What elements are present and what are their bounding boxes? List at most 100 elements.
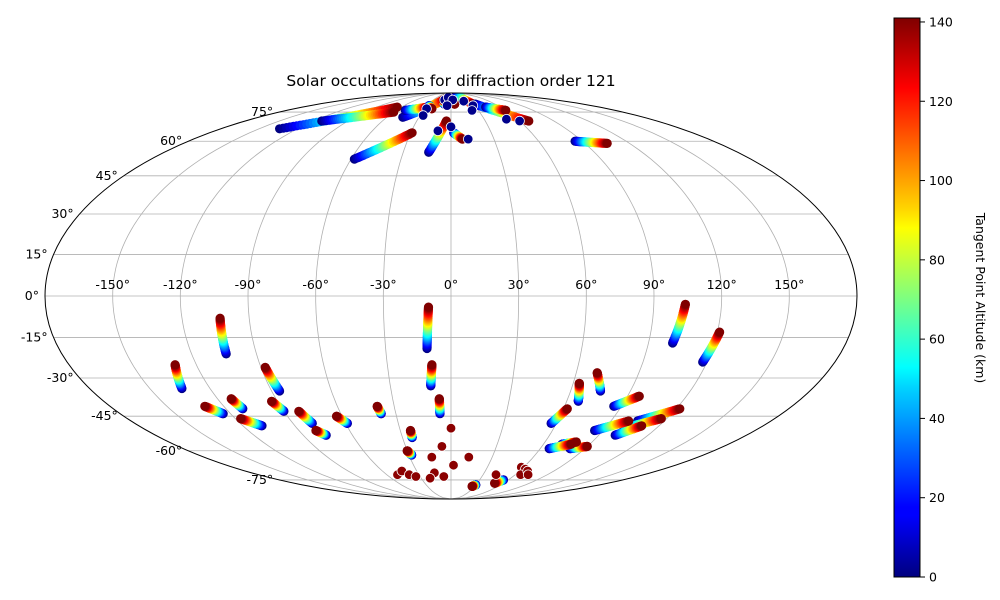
lon-tick-label: 0° — [444, 277, 458, 292]
track-point — [372, 401, 382, 411]
occultation-track — [426, 360, 437, 391]
track-point — [490, 478, 500, 488]
track-point — [656, 414, 666, 424]
lat-tick-label: -45° — [91, 408, 118, 423]
low-altitude-point — [501, 113, 512, 125]
occultation-track — [422, 302, 434, 354]
colorbar-tick-label: 80 — [929, 252, 945, 267]
occultation-track — [570, 136, 612, 148]
lat-tick-label: 0° — [25, 288, 39, 303]
colorbar-tick-label: 0 — [929, 570, 937, 585]
track-point — [311, 425, 321, 436]
occultation-track — [449, 128, 467, 144]
occultation-track — [260, 362, 285, 396]
track-point — [427, 360, 437, 370]
occultation-track — [236, 414, 267, 431]
map-boundary — [44, 92, 858, 500]
occultation-track — [170, 360, 187, 394]
track-point — [423, 302, 434, 312]
track-point — [294, 406, 304, 416]
track-point — [467, 481, 477, 491]
track-point — [624, 416, 634, 426]
track-point — [215, 313, 225, 323]
colorbar-gradient — [893, 17, 921, 578]
colorbar-tick-label: 120 — [929, 94, 953, 109]
track-point — [592, 368, 602, 378]
occultation-track — [546, 404, 572, 428]
occultation-track — [424, 116, 451, 157]
occultation-track — [467, 480, 481, 491]
occultation-track — [200, 401, 228, 419]
colorbar: 0 20 40 60 80 100 120 140 Tangent Point Altitud… — [893, 14, 988, 585]
track-point — [675, 404, 685, 414]
lon-tick-label: -30° — [370, 277, 397, 292]
track-point — [226, 394, 236, 404]
occultation-track — [592, 368, 606, 396]
low-altitude-point — [445, 121, 457, 133]
lon-tick-label: -60° — [302, 277, 329, 292]
low-altitude-point — [441, 100, 453, 111]
occultation-track — [215, 313, 231, 359]
colorbar-tick-label: 100 — [929, 173, 953, 188]
lat-tick-label: 75° — [251, 104, 273, 119]
track-point — [562, 404, 572, 414]
track-point — [637, 421, 647, 431]
occultation-track — [434, 394, 445, 419]
occultation-track — [405, 425, 417, 443]
occultation-track — [698, 327, 725, 367]
track-point — [236, 414, 246, 424]
high-altitude-point — [438, 471, 450, 482]
track-point — [331, 411, 342, 421]
colorbar-tick-label: 20 — [929, 490, 945, 505]
track-point — [715, 327, 725, 337]
occultation-track — [544, 439, 576, 454]
track-point — [260, 362, 270, 372]
high-altitude-point — [445, 423, 457, 434]
occultation-track — [349, 128, 417, 164]
occultation-track — [490, 475, 509, 488]
lon-tick-label: 30° — [508, 277, 530, 292]
high-altitude-point — [522, 469, 534, 480]
lat-tick-label: 30° — [51, 206, 73, 221]
occultation-track — [609, 391, 644, 411]
high-altitude-point — [448, 460, 459, 471]
lat-tick-label: 60° — [160, 133, 182, 148]
lat-tick-label: -60° — [156, 443, 183, 458]
lat-tick-label: 45° — [96, 168, 118, 183]
lon-tick-label: 120° — [707, 277, 737, 292]
occultation-track — [267, 396, 289, 416]
track-point — [170, 360, 180, 370]
low-altitude-point — [463, 133, 474, 145]
occultation-points — [392, 92, 534, 484]
colorbar-tick-label: 140 — [929, 14, 953, 29]
track-point — [267, 396, 277, 406]
lon-tick-label: -150° — [95, 277, 130, 292]
track-point — [634, 391, 644, 401]
lon-tick-label: 60° — [575, 277, 597, 292]
low-altitude-point — [432, 125, 444, 137]
occultation-track — [226, 394, 248, 414]
occultation-track — [294, 406, 317, 428]
occultation-track — [402, 446, 417, 460]
high-altitude-point — [424, 473, 436, 484]
lon-tick-label: -90° — [235, 277, 262, 292]
colorbar-tick-label: 60 — [929, 332, 945, 347]
lon-tick-label: -120° — [163, 277, 198, 292]
low-altitude-point — [466, 105, 478, 116]
track-point — [389, 107, 399, 117]
track-point — [402, 446, 412, 456]
lon-tick-label: 150° — [774, 277, 804, 292]
track-point — [405, 425, 416, 436]
track-point — [566, 439, 576, 449]
high-altitude-point — [410, 471, 422, 482]
track-point — [574, 378, 584, 388]
track-point — [680, 299, 691, 309]
lon-tick-label: 90° — [643, 277, 665, 292]
occultation-track — [573, 378, 584, 406]
occultation-track — [668, 299, 691, 348]
track-point — [501, 105, 511, 115]
lat-tick-label: 15° — [25, 246, 47, 261]
track-point — [524, 116, 534, 126]
high-altitude-point — [426, 451, 438, 463]
